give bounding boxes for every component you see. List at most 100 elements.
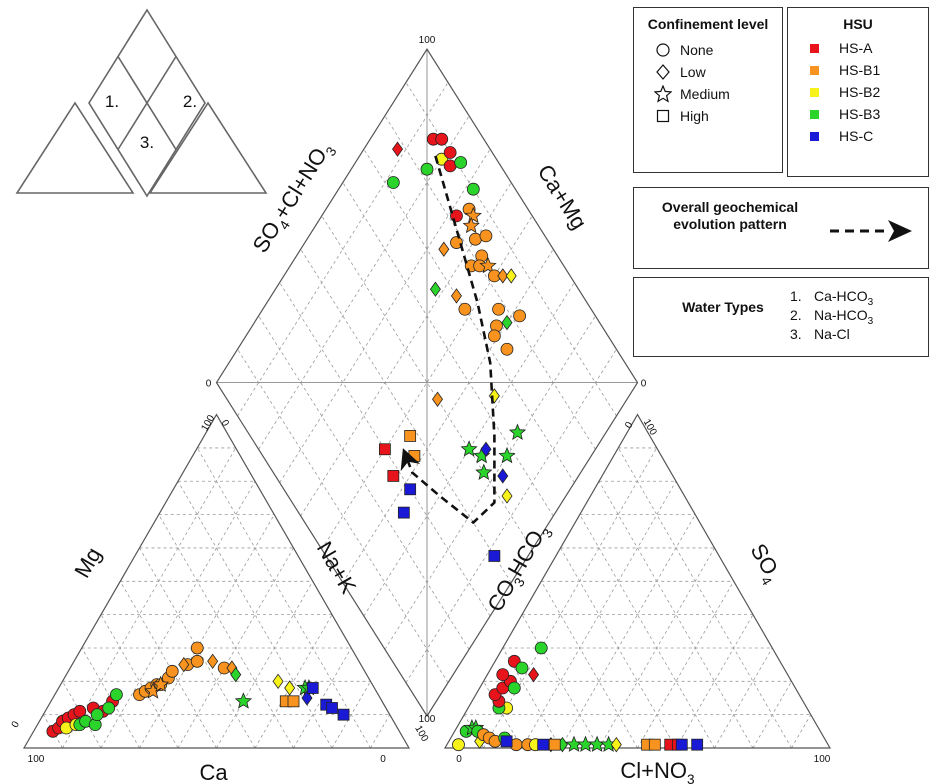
diamond-sample-point (408, 450, 421, 462)
anion-triangle-gridline (483, 447, 658, 749)
diamond-sample-point (480, 441, 492, 457)
cation-triangle-gridline (370, 714, 391, 749)
diamond-sample-point (513, 309, 527, 323)
star-marker-icon (654, 85, 672, 103)
cation-mg-axis-label: Mg (69, 543, 106, 582)
circle-marker-icon (656, 43, 670, 57)
hsu-legend-item: HS-C (810, 125, 928, 147)
cation-sample-point (207, 653, 219, 669)
hsu-legend-item: HS-A (810, 37, 928, 59)
anion-sample-point (496, 668, 510, 682)
confinement-legend: Confinement level None Low Medium High (633, 7, 783, 173)
tick-label: 100 (814, 754, 831, 765)
tick-label: 0 (10, 719, 23, 730)
anion-triangle-gridline (752, 681, 792, 749)
diamond-sample-point (404, 430, 417, 442)
anion-clno3-axis-label: Cl+NO3​ (620, 758, 694, 784)
tick-label: 0 (456, 754, 462, 765)
tick-label: 100 (412, 724, 430, 744)
cation-triangle-gridline (139, 514, 275, 749)
water-type-item: 2. Na-HCO3 (790, 307, 873, 327)
anion-triangle-frame (443, 413, 832, 749)
evolution-path-arrow (400, 155, 496, 524)
tick-label: 100 (641, 417, 659, 437)
tick-label: 100 (199, 413, 217, 433)
diamond-sample-point (501, 488, 513, 504)
cation-sample-point (337, 708, 350, 721)
water-type-item: 1. Ca-HCO3 (790, 288, 873, 308)
cation-sample-point (73, 704, 87, 718)
inset-diamond (88, 8, 206, 198)
diamond-marker-icon (656, 64, 670, 80)
diamond-sample-point (450, 236, 463, 249)
confinement-legend-symbol (646, 85, 680, 103)
diamond-sample-point (460, 440, 478, 457)
tick-label: 0 (623, 420, 636, 431)
hsu-legend-label: HS-B2 (839, 84, 881, 100)
star-shape (654, 85, 672, 103)
diamond-sample-point (386, 176, 400, 189)
cation-sample-point (287, 695, 300, 708)
confinement-legend-item: Low (646, 61, 782, 83)
diamond-sample-point (492, 302, 505, 316)
anion-triangle-gridline (791, 714, 812, 749)
anion-sample-point (610, 736, 622, 753)
diamond-sample-point (378, 443, 391, 456)
hsu-legend-label: HS-B3 (839, 106, 881, 122)
diamond-so4clno3-axis-label: SO4​+Cl+NO3​ (247, 137, 339, 259)
hsu-legend-label: HS-C (839, 128, 874, 144)
hsu-legend-item: HS-B1 (810, 59, 928, 81)
confinement-legend-label: Low (680, 64, 706, 80)
diamond-sample-point (505, 268, 517, 284)
diamond-sample-point (466, 182, 480, 196)
diamond-sample-point (500, 342, 514, 356)
diamond-sample-point (464, 206, 482, 224)
hsu-legend-label: HS-B1 (839, 62, 881, 78)
inset-divider (117, 56, 177, 150)
hsu-legend: HSU HS-A HS-B1 HS-B2 HS-B3 HS-C (787, 7, 929, 177)
anion-so4-axis-label: SO4​ (742, 539, 787, 588)
square-marker-icon (656, 109, 670, 123)
water-type-number: 3. (790, 326, 802, 342)
square-shape (656, 109, 670, 123)
tick-label: 0 (380, 754, 386, 765)
confinement-legend-label: Medium (680, 86, 730, 102)
cation-sample-point (165, 664, 179, 678)
cation-triangle-gridline (254, 614, 333, 749)
diamond-sample-point (479, 229, 493, 243)
water-type-label: Na-Cl (814, 326, 850, 342)
cation-sample-point (234, 692, 253, 709)
anion-triangle-gridline (560, 514, 696, 749)
cation-triangle-gridline (158, 514, 294, 749)
diamond-sample-point (404, 483, 417, 496)
tick-label: 0 (641, 379, 647, 390)
diamond-sample-point (387, 470, 400, 482)
diamond-sample-point (475, 463, 493, 480)
cation-ca-axis-label: Ca (199, 760, 228, 784)
cation-triangle-gridline (119, 581, 217, 749)
diamond-gridline (384, 115, 596, 450)
anion-triangle-gridline (521, 481, 677, 749)
anion-sample-point (576, 735, 595, 752)
confinement-legend-item: High (646, 105, 782, 127)
anion-triangle-gridline (714, 647, 773, 749)
cation-nak-axis-label: Na+K (312, 537, 362, 598)
inset-label: 1. (105, 92, 119, 111)
diamond-sample-point (498, 446, 516, 464)
anion-sample-point (500, 735, 513, 748)
cation-triangle-gridline (81, 647, 140, 749)
confinement-legend-label: High (680, 108, 709, 124)
diamond-sample-point (438, 241, 450, 257)
water-type-number: 2. (790, 307, 802, 323)
confinement-legend-label: None (680, 42, 714, 58)
water-type-inset: 1. 2. 3. (15, 8, 268, 198)
cation-sample-point (284, 680, 296, 696)
cation-sample-point (152, 675, 170, 692)
diamond-camg-axis-label: Ca+Mg (533, 160, 592, 234)
diamond-sample-point (497, 268, 509, 284)
diamond-sample-point (435, 132, 449, 146)
diamond-sample-point (458, 302, 472, 316)
hsu-color-swatch (810, 131, 819, 141)
confinement-legend-symbol (646, 107, 680, 125)
